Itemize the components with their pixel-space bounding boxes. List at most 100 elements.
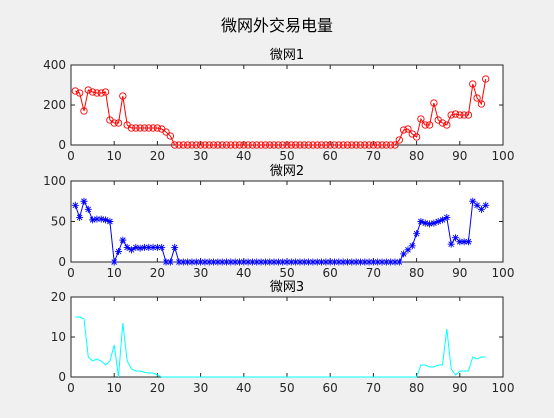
subplot-1-point	[395, 136, 403, 144]
subplot-1-ytick-label: 200	[43, 98, 66, 112]
subplot-3-xtick-label: 0	[67, 381, 75, 395]
subplot-1-point	[75, 89, 84, 97]
subplot-1-point	[140, 124, 149, 132]
subplot-2-point	[279, 258, 287, 266]
subplot-2-point	[102, 216, 110, 224]
subplot-2-point	[309, 258, 317, 266]
subplot-1-point	[71, 87, 79, 95]
subplot-2-point	[352, 258, 360, 266]
subplot-2-point	[261, 258, 269, 266]
subplot-1-point	[322, 141, 330, 149]
subplot-2-point	[460, 238, 468, 246]
subplot-2-point	[132, 243, 140, 251]
subplot-2-point	[136, 244, 144, 252]
subplot-1-point	[240, 141, 248, 149]
subplot-2-ytick-label: 0	[58, 255, 66, 269]
subplot-1-point	[391, 141, 399, 149]
subplot-2-point	[443, 213, 451, 221]
subplot-1-point	[378, 141, 386, 149]
subplot-2-point	[153, 243, 161, 251]
subplot-1-point	[80, 107, 88, 115]
subplot-1-point	[101, 88, 110, 96]
subplot-1-point	[201, 141, 209, 149]
subplot-1-point	[192, 141, 200, 149]
subplot-2-point	[106, 218, 114, 225]
subplot-2-point	[313, 258, 321, 266]
subplot-1-point	[309, 141, 317, 149]
subplot-2-point	[421, 219, 429, 227]
subplot-2-point	[214, 258, 222, 266]
subplot-1-point	[283, 141, 291, 149]
subplot-2-point	[322, 258, 330, 266]
subplot-2-point	[201, 258, 209, 266]
subplot-2-point	[296, 258, 304, 266]
subplot-2-point	[93, 215, 101, 223]
subplot-2-point	[305, 258, 313, 266]
subplot-1-point	[456, 111, 464, 119]
subplot-2-point	[374, 258, 382, 266]
subplot-2-point	[115, 247, 123, 255]
subplot-2-point	[283, 258, 291, 266]
subplot-1-point	[253, 141, 261, 149]
subplot-2-point	[404, 246, 412, 254]
subplot-1-point	[209, 141, 218, 149]
subplot-2-point	[227, 258, 235, 266]
subplot-2-point	[188, 258, 196, 266]
subplot-2-point	[76, 213, 84, 221]
subplot-1-point	[443, 121, 451, 129]
subplot-1-point	[136, 124, 144, 132]
subplot-1-point	[274, 141, 283, 149]
subplot-2-point	[140, 243, 148, 251]
subplot-2-point	[80, 197, 88, 205]
subplot-2-point	[318, 258, 326, 266]
subplot-1-point	[447, 111, 455, 119]
subplot-1-point	[266, 141, 274, 149]
subplot-1-point	[291, 141, 300, 149]
subplot-2-point	[171, 243, 179, 251]
subplot-3: 微网3 0 10 20 30 40 50 60 70 80 90 100 0 10 20	[51, 280, 515, 395]
subplot-2-point	[162, 258, 170, 266]
subplot-1-point	[348, 141, 356, 149]
subplot-1-xtick-label: 90	[452, 149, 467, 163]
subplot-1-point	[335, 141, 343, 149]
subplot-2-point	[348, 258, 356, 266]
subplot-2-xtick-label: 100	[492, 266, 515, 280]
subplot-2-point	[158, 243, 166, 251]
subplot-2-xtick-label: 60	[323, 266, 338, 280]
subplot-1-point	[261, 141, 270, 149]
subplot-1-point	[430, 99, 438, 107]
subplot-1-point	[175, 141, 183, 149]
subplot-1-point	[205, 141, 213, 149]
subplot-2-point	[89, 216, 97, 224]
subplot-2-point	[426, 220, 434, 228]
subplot-2-point	[244, 258, 252, 266]
subplot-3-xtick-label: 30	[193, 381, 208, 395]
subplot-1-point	[374, 141, 382, 149]
subplot-2-xtick-label: 30	[193, 266, 208, 280]
subplot-2-point	[477, 205, 485, 213]
subplot-3-xtick-label: 60	[323, 381, 338, 395]
subplot-3-xtick-label: 100	[492, 381, 515, 395]
subplot-2-point	[447, 240, 455, 248]
subplot-2-point	[218, 258, 226, 266]
subplot-2-point	[387, 258, 395, 266]
subplot-2-point	[253, 258, 261, 266]
subplot-1-xtick-label: 70	[366, 149, 381, 163]
subplot-2-point	[192, 258, 200, 266]
subplot-1-point	[421, 121, 429, 129]
subplot-2-point	[464, 238, 472, 246]
subplot-2-point	[365, 258, 373, 266]
subplot-2-xtick-label: 20	[150, 266, 165, 280]
subplot-1-point	[162, 128, 170, 136]
subplot-2-xtick-label: 80	[409, 266, 424, 280]
subplot-2-point	[205, 258, 213, 266]
subplot-2: 微网2 0 10 20 30 40 50 60 70 80 90 100 0 50 100	[43, 164, 514, 280]
subplot-3-title: 微网3	[270, 280, 304, 295]
subplot-2-point	[231, 258, 239, 266]
subplot-2-point	[335, 258, 343, 266]
subplot-1-point	[149, 124, 157, 132]
subplot-1-point	[244, 141, 252, 149]
subplot-3-xtick-label: 90	[452, 381, 467, 395]
subplot-1-point	[231, 141, 239, 149]
subplot-2-xtick-label: 90	[452, 266, 467, 280]
